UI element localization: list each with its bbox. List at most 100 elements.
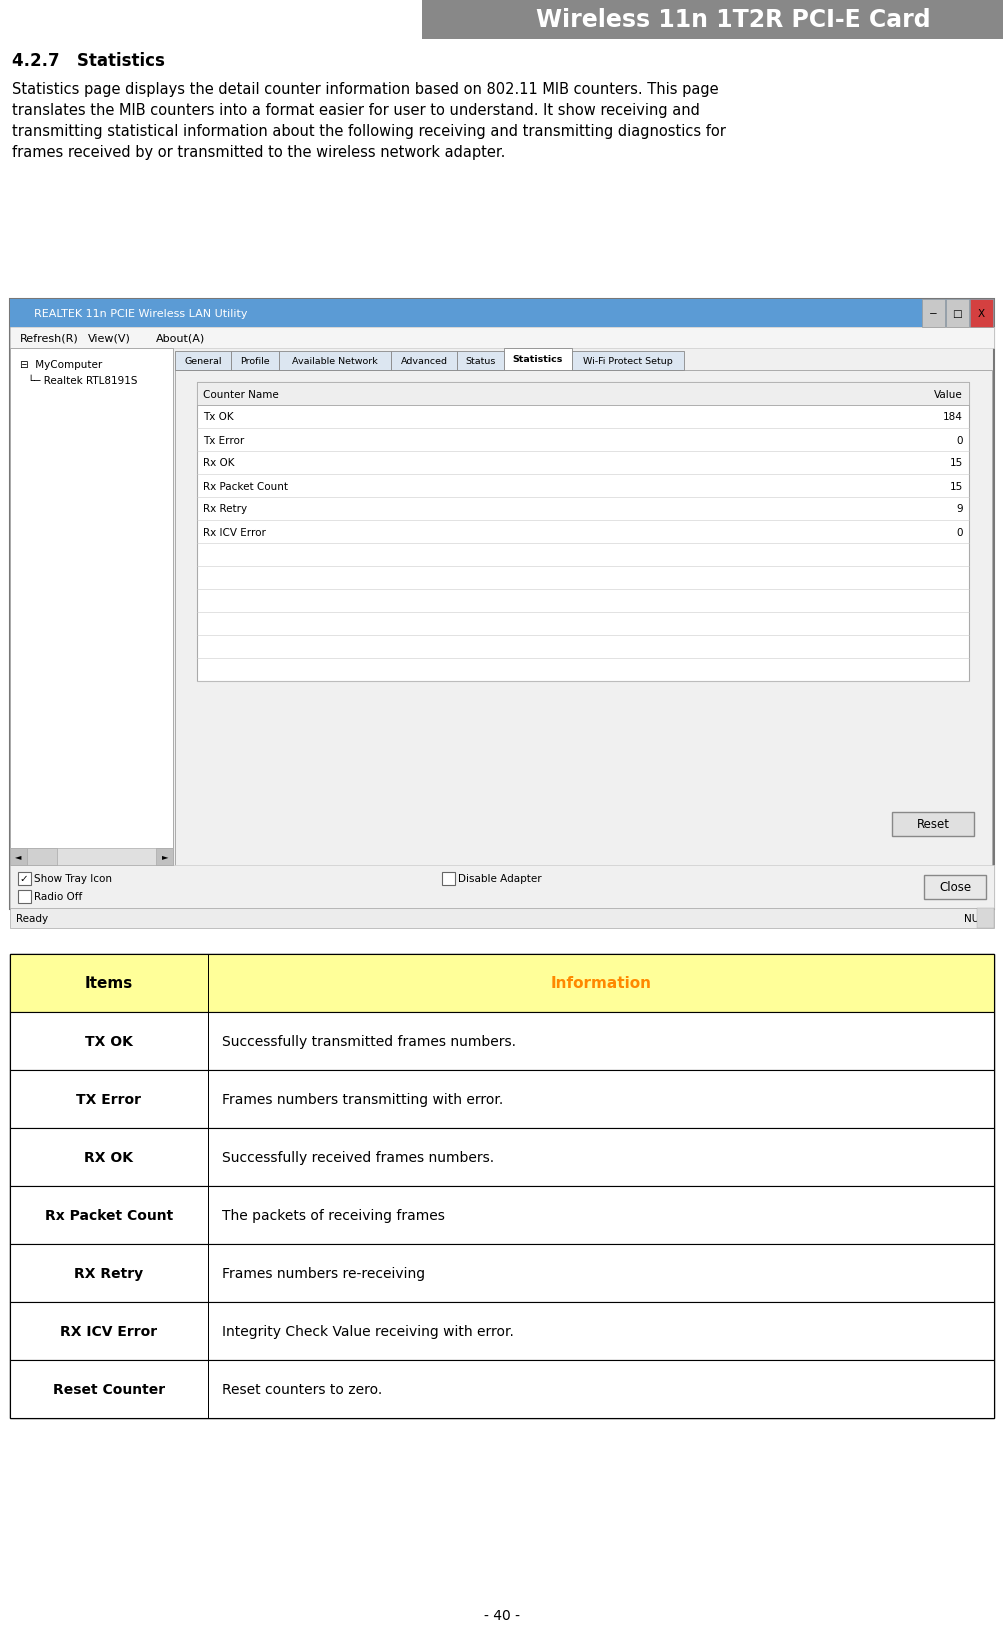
Bar	[10, 866, 993, 908]
Text: 4.2.7   Statistics: 4.2.7 Statistics	[12, 52, 164, 70]
Text: RX ICV Error: RX ICV Error	[60, 1324, 157, 1338]
Text: Rx Packet Count: Rx Packet Count	[45, 1208, 173, 1222]
Text: ✓: ✓	[20, 874, 28, 883]
Bar	[10, 1128, 993, 1187]
Text: 9: 9	[956, 504, 962, 513]
Bar	[10, 1244, 993, 1302]
Text: 15: 15	[949, 458, 962, 468]
Text: □: □	[951, 308, 961, 319]
Text: Rx Packet Count: Rx Packet Count	[203, 481, 288, 491]
Text: 184: 184	[942, 412, 962, 422]
Text: Close: Close	[938, 880, 970, 893]
Bar	[155, 849, 173, 866]
Text: Refresh(R): Refresh(R)	[20, 333, 78, 344]
Text: translates the MIB counters into a format easier for user to understand. It show: translates the MIB counters into a forma…	[12, 103, 699, 117]
Text: └─ Realtek RTL8191S: └─ Realtek RTL8191S	[28, 377, 137, 386]
Text: Items: Items	[85, 976, 133, 991]
Text: The packets of receiving frames: The packets of receiving frames	[222, 1208, 444, 1222]
Text: Advanced: Advanced	[400, 357, 447, 365]
Text: Statistics page displays the detail counter information based on 802.11 MIB coun: Statistics page displays the detail coun…	[12, 82, 718, 96]
Bar	[10, 349, 173, 866]
Bar	[891, 812, 973, 836]
Text: Rx OK: Rx OK	[203, 458, 235, 468]
Bar	[10, 1359, 993, 1418]
Text: Integrity Check Value receiving with error.: Integrity Check Value receiving with err…	[222, 1324, 514, 1338]
Text: transmitting statistical information about the following receiving and transmitt: transmitting statistical information abo…	[12, 124, 725, 139]
Text: Information: Information	[550, 976, 651, 991]
Bar	[10, 955, 993, 1012]
Text: Profile: Profile	[240, 357, 270, 365]
Text: Reset: Reset	[916, 818, 949, 831]
Text: Tx Error: Tx Error	[203, 435, 244, 445]
Text: ►: ►	[161, 852, 169, 861]
Text: 15: 15	[949, 481, 962, 491]
Text: frames received by or transmitted to the wireless network adapter.: frames received by or transmitted to the…	[12, 145, 505, 160]
Text: NUM: NUM	[963, 913, 987, 924]
Text: Reset Counter: Reset Counter	[53, 1382, 164, 1397]
Bar	[923, 875, 985, 900]
Text: Value: Value	[934, 390, 962, 399]
Bar	[231, 352, 279, 370]
Bar	[10, 908, 993, 929]
Text: About(A): About(A)	[155, 333, 205, 344]
Bar	[10, 300, 993, 328]
Text: ⊟  MyComputer: ⊟ MyComputer	[20, 360, 102, 370]
Text: Radio Off: Radio Off	[34, 892, 82, 901]
Bar	[175, 370, 991, 867]
Bar	[0, 0, 1003, 41]
Text: Status: Status	[464, 357, 495, 365]
Text: ◄: ◄	[15, 852, 21, 861]
Text: Rx Retry: Rx Retry	[203, 504, 247, 513]
Text: Tx OK: Tx OK	[203, 412, 234, 422]
Text: General: General	[185, 357, 222, 365]
Bar	[197, 383, 968, 681]
Text: - 40 -: - 40 -	[483, 1609, 520, 1622]
Text: TX OK: TX OK	[85, 1035, 132, 1048]
Text: Wi-Fi Protect Setup: Wi-Fi Protect Setup	[583, 357, 672, 365]
Text: RX OK: RX OK	[84, 1151, 133, 1164]
Text: 0: 0	[956, 435, 962, 445]
Text: Disable Adapter: Disable Adapter	[457, 874, 541, 883]
Text: 0: 0	[956, 526, 962, 538]
Text: Ready: Ready	[16, 913, 48, 924]
Text: Rx ICV Error: Rx ICV Error	[203, 526, 266, 538]
Text: REALTEK 11n PCIE Wireless LAN Utility: REALTEK 11n PCIE Wireless LAN Utility	[34, 308, 248, 319]
Text: Available Network: Available Network	[292, 357, 377, 365]
Text: View(V): View(V)	[88, 333, 130, 344]
Bar	[18, 872, 31, 885]
Text: −: −	[928, 308, 937, 319]
Bar	[390, 352, 456, 370]
Text: RX Retry: RX Retry	[74, 1267, 143, 1280]
Text: Frames numbers re-receiving: Frames numbers re-receiving	[222, 1267, 424, 1280]
Bar	[10, 849, 173, 866]
Text: X: X	[977, 308, 984, 319]
Bar	[441, 872, 454, 885]
Bar	[456, 352, 504, 370]
Text: Wireless 11n 1T2R PCI-E Card: Wireless 11n 1T2R PCI-E Card	[535, 8, 930, 33]
Bar	[10, 328, 993, 349]
Bar	[945, 300, 968, 328]
Bar	[279, 352, 390, 370]
Bar	[10, 300, 993, 910]
Text: Statistics: Statistics	[513, 355, 563, 363]
Bar	[10, 1302, 993, 1359]
Text: Show Tray Icon: Show Tray Icon	[34, 874, 112, 883]
Bar	[175, 352, 231, 370]
Bar	[572, 352, 683, 370]
Text: Reset counters to zero.: Reset counters to zero.	[222, 1382, 382, 1397]
Bar	[976, 908, 993, 929]
Bar	[10, 955, 993, 1418]
Text: Successfully transmitted frames numbers.: Successfully transmitted frames numbers.	[222, 1035, 516, 1048]
Bar	[10, 849, 27, 866]
Bar	[969, 300, 992, 328]
Text: TX Error: TX Error	[76, 1092, 141, 1107]
Bar	[197, 383, 968, 406]
Bar	[0, 0, 421, 41]
Text: Successfully received frames numbers.: Successfully received frames numbers.	[222, 1151, 493, 1164]
Bar	[18, 890, 31, 903]
Bar	[10, 1187, 993, 1244]
Text: Counter Name: Counter Name	[203, 390, 279, 399]
Bar	[504, 349, 572, 370]
Bar	[10, 1071, 993, 1128]
Bar	[27, 849, 57, 866]
